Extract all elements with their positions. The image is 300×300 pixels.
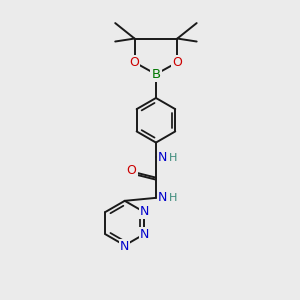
Text: N: N [158, 191, 167, 204]
Text: N: N [140, 205, 149, 218]
Text: N: N [140, 228, 149, 242]
Text: H: H [169, 153, 177, 163]
Text: B: B [152, 68, 160, 81]
Text: O: O [127, 164, 136, 177]
Text: O: O [130, 56, 140, 69]
Text: N: N [120, 239, 129, 253]
Text: O: O [172, 56, 182, 69]
Text: H: H [169, 194, 177, 203]
Text: N: N [158, 151, 167, 164]
